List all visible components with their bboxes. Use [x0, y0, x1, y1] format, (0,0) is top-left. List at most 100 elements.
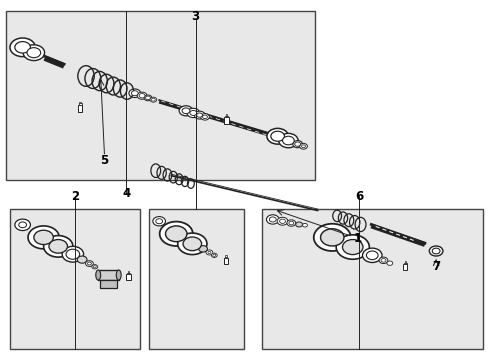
Circle shape — [151, 98, 155, 101]
Circle shape — [198, 246, 207, 252]
Text: 5: 5 — [100, 154, 108, 167]
Circle shape — [362, 248, 381, 262]
Circle shape — [212, 254, 215, 256]
Circle shape — [378, 257, 387, 264]
Bar — [98, 270, 119, 280]
Bar — [224, 117, 228, 125]
Circle shape — [282, 136, 294, 145]
Bar — [78, 105, 82, 112]
Circle shape — [177, 233, 206, 255]
Bar — [225, 255, 226, 257]
Circle shape — [205, 250, 212, 255]
Bar — [224, 257, 227, 258]
Circle shape — [34, 230, 53, 244]
Circle shape — [189, 111, 196, 116]
Text: 6: 6 — [354, 190, 363, 203]
Circle shape — [295, 222, 302, 227]
Text: 1: 1 — [353, 232, 361, 245]
Circle shape — [15, 219, 30, 230]
Circle shape — [277, 217, 287, 225]
Circle shape — [62, 246, 83, 262]
Circle shape — [299, 143, 307, 149]
Circle shape — [10, 38, 35, 57]
Circle shape — [77, 256, 87, 263]
Circle shape — [131, 91, 138, 96]
Circle shape — [19, 222, 26, 228]
Circle shape — [200, 114, 209, 120]
Circle shape — [139, 94, 145, 98]
Circle shape — [302, 224, 307, 227]
Circle shape — [211, 253, 217, 257]
Bar — [126, 274, 130, 280]
Circle shape — [278, 134, 298, 148]
Circle shape — [27, 48, 41, 58]
Bar — [225, 114, 227, 116]
Bar — [403, 264, 407, 270]
Circle shape — [194, 111, 204, 119]
Bar — [10, 209, 140, 348]
Circle shape — [182, 108, 189, 114]
Circle shape — [144, 95, 152, 101]
Circle shape — [342, 239, 362, 255]
Circle shape — [87, 262, 91, 265]
Bar — [100, 280, 117, 288]
Circle shape — [183, 237, 201, 251]
Circle shape — [15, 41, 30, 53]
Circle shape — [266, 129, 288, 144]
Bar — [79, 103, 81, 105]
Circle shape — [335, 235, 368, 259]
Circle shape — [196, 113, 202, 117]
Ellipse shape — [116, 270, 121, 280]
Bar — [224, 116, 227, 117]
Ellipse shape — [96, 270, 101, 280]
Circle shape — [43, 235, 73, 257]
Circle shape — [165, 226, 186, 242]
Circle shape — [269, 217, 276, 222]
Circle shape — [266, 215, 279, 224]
Circle shape — [286, 220, 295, 226]
Circle shape — [66, 249, 80, 259]
Circle shape — [270, 131, 284, 141]
Circle shape — [428, 246, 442, 256]
Circle shape — [288, 221, 293, 225]
Circle shape — [150, 97, 157, 102]
Circle shape — [301, 145, 305, 148]
Circle shape — [153, 217, 165, 226]
Text: 4: 4 — [122, 187, 130, 200]
Circle shape — [145, 96, 150, 100]
Circle shape — [156, 219, 162, 224]
Circle shape — [23, 45, 44, 60]
Circle shape — [431, 248, 439, 254]
Circle shape — [92, 265, 98, 269]
Circle shape — [49, 239, 67, 253]
Circle shape — [380, 258, 385, 262]
Text: 2: 2 — [71, 190, 79, 203]
Circle shape — [366, 251, 377, 260]
Circle shape — [28, 226, 59, 249]
Bar — [5, 12, 315, 180]
Circle shape — [386, 261, 392, 265]
Circle shape — [159, 222, 192, 246]
Bar — [404, 261, 405, 262]
Circle shape — [279, 219, 285, 224]
Bar — [127, 273, 129, 274]
Text: 7: 7 — [431, 260, 439, 273]
Circle shape — [186, 108, 199, 118]
Circle shape — [129, 89, 141, 98]
Bar — [224, 258, 227, 264]
Circle shape — [294, 142, 300, 146]
Circle shape — [93, 266, 96, 268]
Circle shape — [137, 92, 147, 99]
Circle shape — [202, 115, 207, 119]
Circle shape — [320, 229, 343, 246]
Circle shape — [292, 140, 302, 148]
Circle shape — [85, 261, 93, 266]
Circle shape — [313, 224, 350, 251]
Circle shape — [179, 106, 192, 116]
Bar — [127, 271, 129, 273]
Text: 3: 3 — [191, 10, 200, 23]
Bar — [149, 209, 244, 348]
Bar — [404, 262, 406, 264]
Bar — [80, 102, 81, 103]
Circle shape — [207, 251, 210, 253]
